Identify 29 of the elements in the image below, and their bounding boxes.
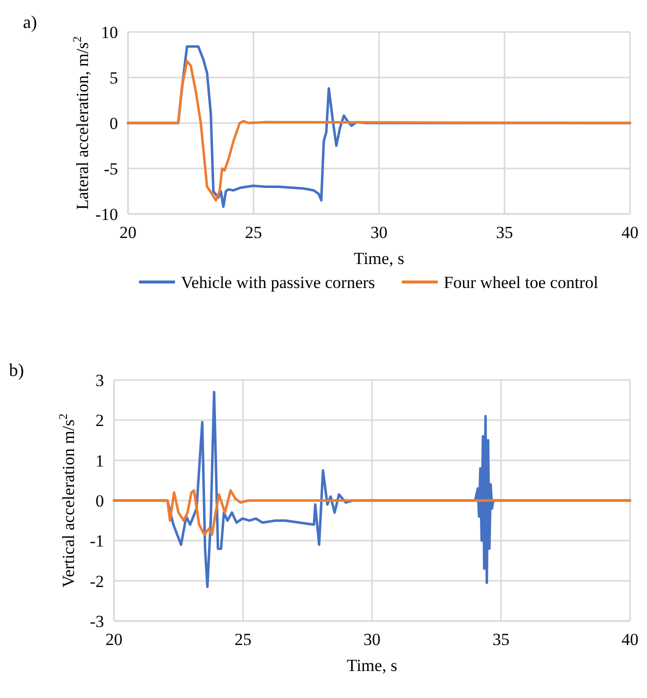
y-tick-label: -10 bbox=[95, 204, 118, 224]
x-tick-label: 25 bbox=[245, 223, 262, 242]
x-tick-label: 20 bbox=[106, 630, 122, 649]
line-series bbox=[112, 489, 632, 536]
x-tick-label: 25 bbox=[234, 630, 252, 649]
x-tick-label: 30 bbox=[364, 630, 380, 649]
text: a) bbox=[23, 12, 37, 32]
y-tick-label: -5 bbox=[104, 159, 118, 178]
y-tick-label: 1 bbox=[96, 451, 104, 470]
y-tick-label: 3 bbox=[96, 370, 104, 390]
y-tick-label: 0 bbox=[96, 491, 104, 510]
x-tick-label: 40 bbox=[622, 630, 638, 649]
legend-label: Four wheel toe control bbox=[444, 272, 598, 292]
x-tick-label: 35 bbox=[492, 630, 510, 649]
x-tick-label: 40 bbox=[622, 223, 638, 242]
y-tick-label: -2 bbox=[90, 572, 104, 591]
y-tick-label: -3 bbox=[90, 612, 104, 631]
x-axis-title: Time, s bbox=[354, 249, 404, 268]
x-tick-label: 35 bbox=[496, 223, 513, 242]
text: b) bbox=[9, 360, 24, 380]
y-tick-label: 5 bbox=[110, 68, 118, 88]
legend-label: Vehicle with passive corners bbox=[181, 272, 376, 292]
y-tick-label: 2 bbox=[96, 411, 104, 430]
x-axis-title: Time, s bbox=[346, 656, 398, 675]
y-tick-label: 10 bbox=[101, 22, 118, 42]
y-tick-label: 0 bbox=[110, 114, 118, 133]
y-tick-label: -1 bbox=[90, 532, 104, 551]
x-tick-label: 30 bbox=[370, 223, 388, 242]
x-tick-label: 20 bbox=[120, 223, 136, 242]
